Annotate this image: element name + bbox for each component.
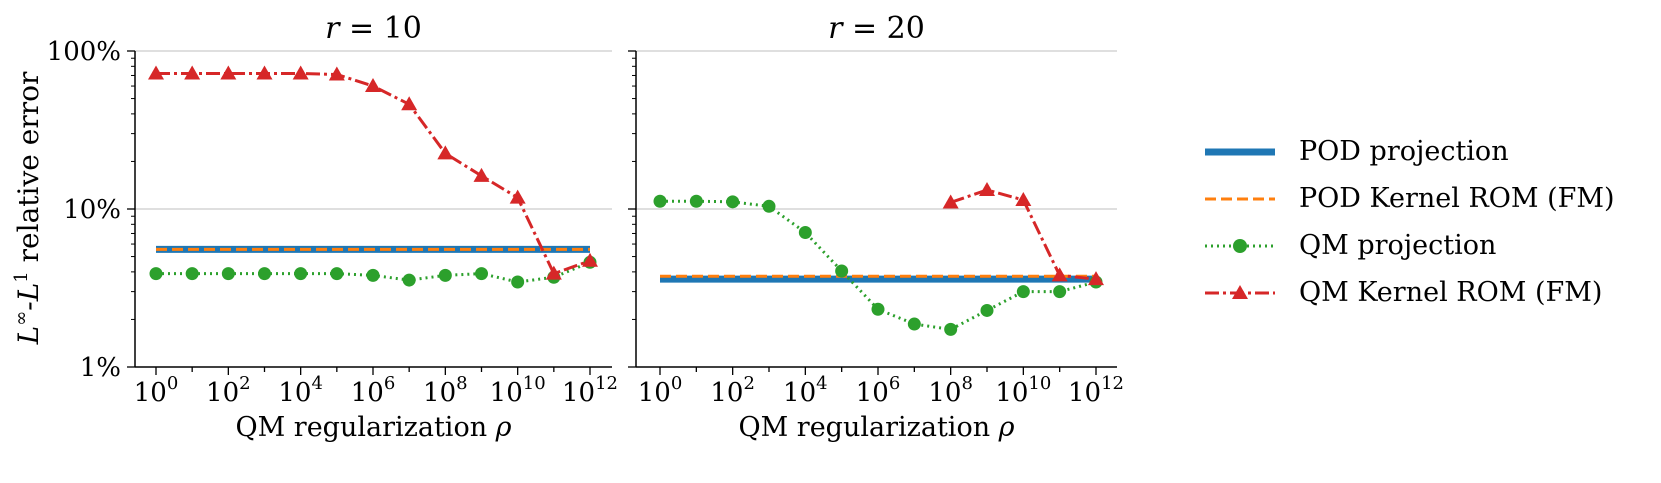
panel-title: r = 20 (828, 11, 925, 46)
y-tick-label: 10% (63, 195, 121, 225)
y-tick-label: 100% (47, 37, 121, 67)
data-point-qm-projection (835, 264, 849, 278)
x-tick-label: 102 (710, 373, 755, 408)
data-point-qm-projection (726, 195, 740, 209)
data-point-qm-kernel-rom-fm (184, 65, 201, 80)
data-point-qm-projection (438, 268, 452, 282)
data-point-qm-projection (980, 303, 994, 317)
data-point-qm-projection (475, 267, 488, 281)
x-tick-label: 106 (856, 373, 901, 408)
legend-item-pod-kernel-rom: POD Kernel ROM (FM) (1205, 175, 1615, 222)
x-tick-label: 108 (928, 373, 973, 408)
legend-label: QM projection (1299, 230, 1497, 261)
data-point-qm-projection (689, 194, 703, 208)
x-tick-label: 1012 (562, 373, 618, 408)
data-point-qm-projection (798, 226, 812, 240)
panel-r20: 100 102 104 106 108 1010 1012 r = 20 QM regulari… (628, 11, 1124, 443)
data-point-qm-projection (1016, 285, 1030, 299)
x-tick-label: 1010 (490, 373, 546, 408)
x-tick-label: 100 (134, 373, 179, 408)
legend-swatch-pod-kernel-rom (1205, 197, 1275, 200)
x-tick-label: 106 (351, 373, 396, 408)
data-point-qm-kernel-rom-fm (292, 65, 309, 80)
data-point-qm-kernel-rom-fm (545, 265, 562, 280)
data-point-qm-projection (258, 267, 271, 281)
data-point-qm-projection (221, 267, 235, 281)
x-axis-label: QM regularization ρ (738, 412, 1014, 443)
data-point-qm-kernel-rom-fm (979, 181, 995, 196)
data-point-qm-projection (1053, 285, 1067, 299)
y-axis-label: L∞-L1 relative error (11, 71, 45, 345)
x-tick-label: 104 (278, 373, 323, 408)
x-axis-label: QM regularization ρ (235, 412, 511, 443)
legend-item-pod-projection: POD projection (1205, 128, 1615, 175)
legend-swatch-qm-kernel-rom (1205, 284, 1275, 299)
data-point-qm-projection (294, 267, 308, 281)
x-tick-label: 100 (638, 373, 683, 408)
data-point-qm-kernel-rom-fm (437, 145, 454, 160)
x-tick-label: 108 (423, 373, 468, 408)
data-point-qm-kernel-rom-fm (509, 189, 526, 204)
legend-swatch-qm-projection (1205, 238, 1275, 253)
data-point-qm-projection (149, 267, 163, 281)
x-tick-label: 1010 (995, 373, 1051, 408)
data-point-qm-kernel-rom-fm (256, 65, 273, 80)
legend: POD projection POD Kernel ROM (FM) QM pr… (1205, 128, 1615, 316)
data-point-qm-projection (185, 267, 199, 281)
data-point-qm-kernel-rom-fm (942, 194, 959, 209)
data-point-qm-projection (944, 322, 958, 336)
data-point-qm-kernel-rom-fm (582, 252, 598, 267)
data-point-qm-kernel-rom-fm (365, 78, 381, 93)
data-point-qm-kernel-rom-fm (473, 167, 490, 182)
data-point-qm-projection (330, 267, 344, 281)
legend-item-qm-kernel-rom: QM Kernel ROM (FM) (1205, 269, 1615, 316)
x-tick-label: 1012 (1068, 373, 1124, 408)
data-point-qm-kernel-rom-fm (1088, 271, 1104, 286)
legend-label: QM Kernel ROM (FM) (1299, 277, 1603, 308)
data-point-qm-kernel-rom-fm (220, 65, 237, 80)
data-point-qm-kernel-rom-fm (328, 66, 345, 81)
data-point-qm-projection (511, 275, 525, 289)
series-line-qm-kernel-rom-fm (156, 72, 591, 276)
legend-label: POD projection (1299, 136, 1509, 167)
data-point-qm-projection (871, 302, 885, 316)
x-tick-label: 102 (206, 373, 251, 408)
data-point-qm-kernel-rom-fm (148, 65, 164, 80)
panel-r10: 100% 10% 1% 100 102 104 106 108 1010 1012 r = 10 QM… (47, 11, 618, 443)
data-point-qm-projection (907, 317, 921, 331)
legend-item-qm-projection: QM projection (1205, 222, 1615, 269)
data-point-qm-kernel-rom-fm (1015, 192, 1032, 207)
data-point-qm-projection (366, 268, 380, 282)
data-point-qm-projection (762, 199, 776, 213)
y-tick-label: 1% (80, 353, 121, 383)
x-tick-label: 104 (783, 373, 828, 408)
panel-title: r = 10 (325, 11, 422, 46)
data-point-qm-kernel-rom-fm (401, 96, 418, 111)
data-point-qm-kernel-rom-fm (1051, 267, 1068, 282)
legend-label: POD Kernel ROM (FM) (1299, 183, 1615, 214)
data-point-qm-projection (653, 194, 667, 208)
legend-swatch-pod-projection (1205, 148, 1275, 155)
data-point-qm-projection (402, 273, 416, 287)
